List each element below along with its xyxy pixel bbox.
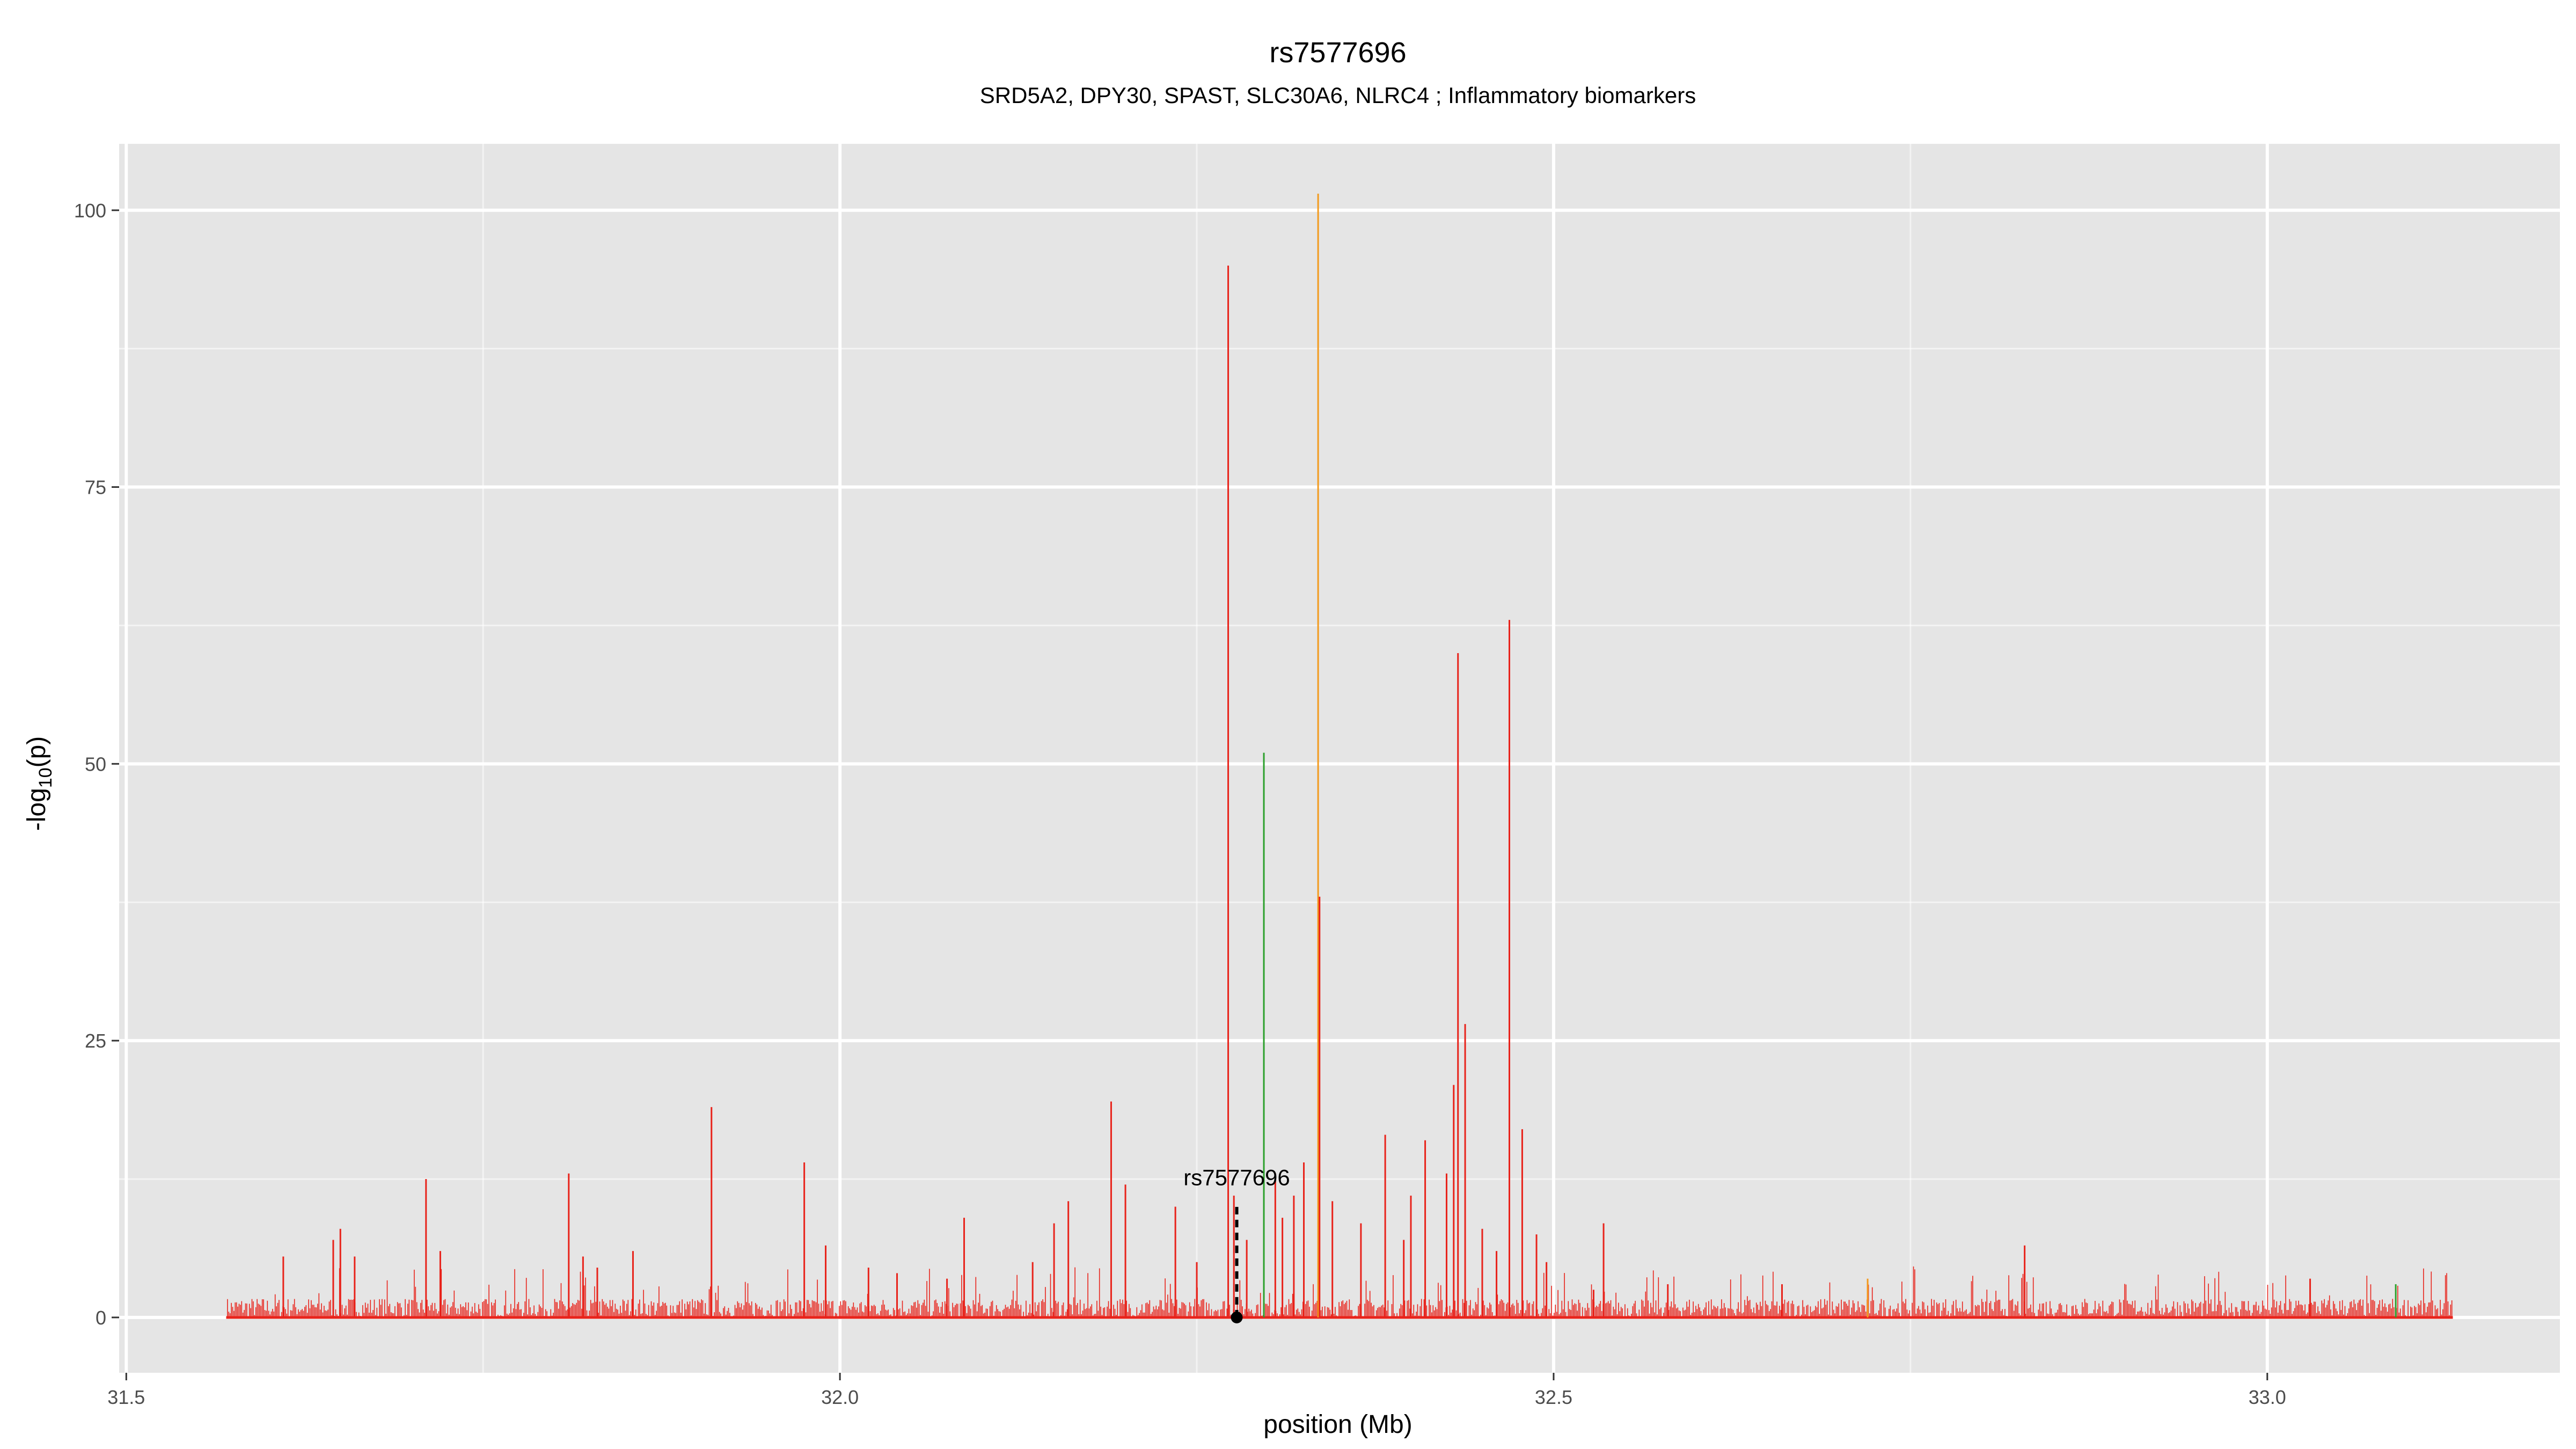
x-tick-label: 31.5 <box>107 1386 145 1408</box>
y-tick-label: 75 <box>85 477 106 499</box>
y-axis-label: -log10(p) <box>23 736 56 831</box>
y-tick-label: 100 <box>74 200 106 222</box>
y-tick-label: 50 <box>85 753 106 775</box>
minor-gridlines <box>119 144 2560 1373</box>
y-tick-label: 0 <box>96 1307 106 1329</box>
y-axis-ticks: 0 25 50 75 100 <box>74 200 119 1329</box>
chart-title: rs7577696 <box>1269 36 1406 69</box>
lead-snp-annotation: rs7577696 <box>1183 1165 1290 1323</box>
peak-lines <box>282 193 2397 1318</box>
y-axis-label-sub: 10 <box>35 767 56 788</box>
y-axis-label-main: -log <box>23 788 51 831</box>
lead-snp-label: rs7577696 <box>1183 1165 1290 1190</box>
y-axis-label-tail: (p) <box>23 736 51 768</box>
plot-panel <box>119 144 2560 1373</box>
x-tick-label: 33.0 <box>2249 1386 2286 1408</box>
x-tick-label: 32.0 <box>821 1386 859 1408</box>
y-tick-label: 25 <box>85 1030 106 1052</box>
x-axis-label: position (Mb) <box>1263 1410 1412 1439</box>
x-tick-label: 32.5 <box>1535 1386 1572 1408</box>
x-axis-ticks: 31.5 32.0 32.5 33.0 <box>107 1373 2286 1408</box>
baseline-noise-path <box>227 1266 2453 1318</box>
lead-snp-point <box>1231 1311 1243 1323</box>
chart-subtitle: SRD5A2, DPY30, SPAST, SLC30A6, NLRC4 ; I… <box>980 83 1696 108</box>
